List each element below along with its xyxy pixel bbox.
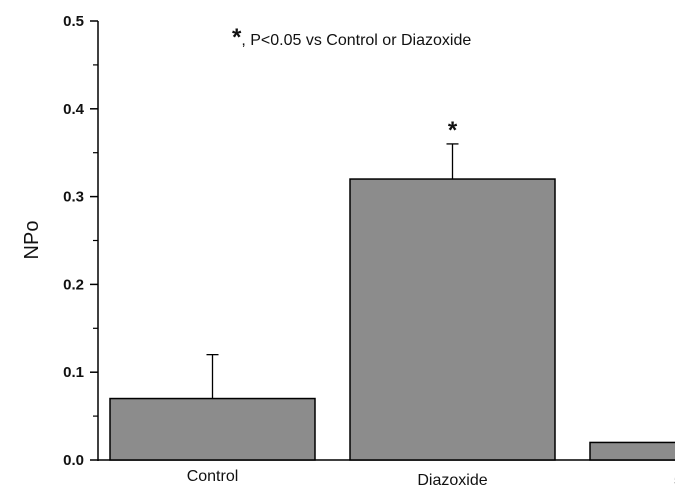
y-tick-label: 0.5 — [63, 13, 84, 30]
x-tick-label: Diazoxide — [417, 472, 487, 488]
annotation: *, P<0.05 vs Control or Diazoxide — [232, 24, 471, 51]
bar-diazoxide — [349, 178, 556, 461]
y-tick-label: 0.3 — [63, 189, 84, 206]
bar-5-hd — [589, 441, 675, 461]
y-tick-label: 0.2 — [63, 276, 84, 293]
plot-area: 0.0 0.1 0.2 0.3 0.4 0.5 Control Diazoxide * 5-HD — [63, 13, 675, 488]
annotation-star: * — [232, 24, 242, 51]
significance-marker: * — [448, 117, 458, 144]
x-tick-label: 5-HD — [674, 472, 675, 488]
y-tick-label: 0.1 — [63, 364, 84, 381]
y-tick-label: 0.4 — [63, 101, 85, 118]
bar-control — [109, 397, 316, 461]
x-tick-label: Control — [187, 468, 239, 485]
y-tick-label: 0.0 — [63, 452, 84, 469]
annotation-text: , P<0.05 vs Control or Diazoxide — [241, 32, 471, 49]
y-axis-title: NPo — [21, 221, 43, 260]
